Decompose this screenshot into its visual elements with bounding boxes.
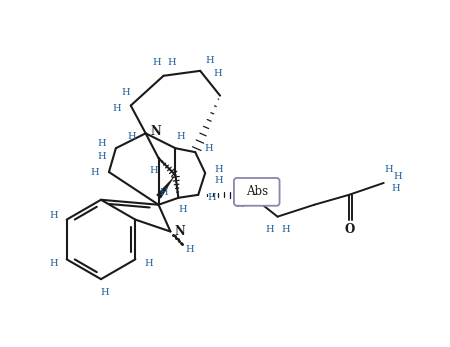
- FancyBboxPatch shape: [234, 178, 279, 206]
- Text: H: H: [101, 288, 109, 297]
- Text: H: H: [215, 176, 223, 185]
- Text: H: H: [112, 104, 121, 113]
- Text: H: H: [185, 245, 194, 254]
- Text: H: H: [235, 200, 244, 209]
- Text: H: H: [91, 168, 99, 177]
- Text: H: H: [50, 259, 58, 268]
- Text: N: N: [174, 225, 185, 238]
- Text: H: H: [149, 166, 158, 175]
- Text: H: H: [144, 259, 153, 268]
- Text: H: H: [167, 58, 176, 67]
- Text: H: H: [152, 58, 161, 67]
- Text: H: H: [159, 188, 168, 197]
- Text: H: H: [50, 211, 58, 220]
- Text: H: H: [214, 69, 222, 78]
- Text: H: H: [248, 178, 256, 187]
- Polygon shape: [156, 175, 176, 198]
- Text: H: H: [266, 225, 274, 234]
- Text: Abs: Abs: [246, 185, 268, 198]
- Text: H: H: [178, 205, 187, 214]
- Text: H: H: [122, 88, 130, 97]
- Text: O: O: [345, 223, 355, 236]
- Text: N: N: [150, 125, 161, 138]
- Text: H: H: [98, 139, 106, 148]
- Text: H: H: [392, 184, 400, 193]
- Text: H: H: [215, 164, 223, 174]
- Text: H: H: [281, 225, 290, 234]
- Text: H: H: [384, 164, 393, 174]
- Text: H: H: [393, 172, 402, 181]
- Text: H: H: [176, 132, 184, 141]
- Text: H: H: [208, 193, 216, 202]
- Text: H: H: [98, 152, 106, 161]
- Text: H: H: [127, 132, 136, 141]
- Text: H: H: [206, 57, 215, 65]
- Text: H: H: [205, 144, 213, 153]
